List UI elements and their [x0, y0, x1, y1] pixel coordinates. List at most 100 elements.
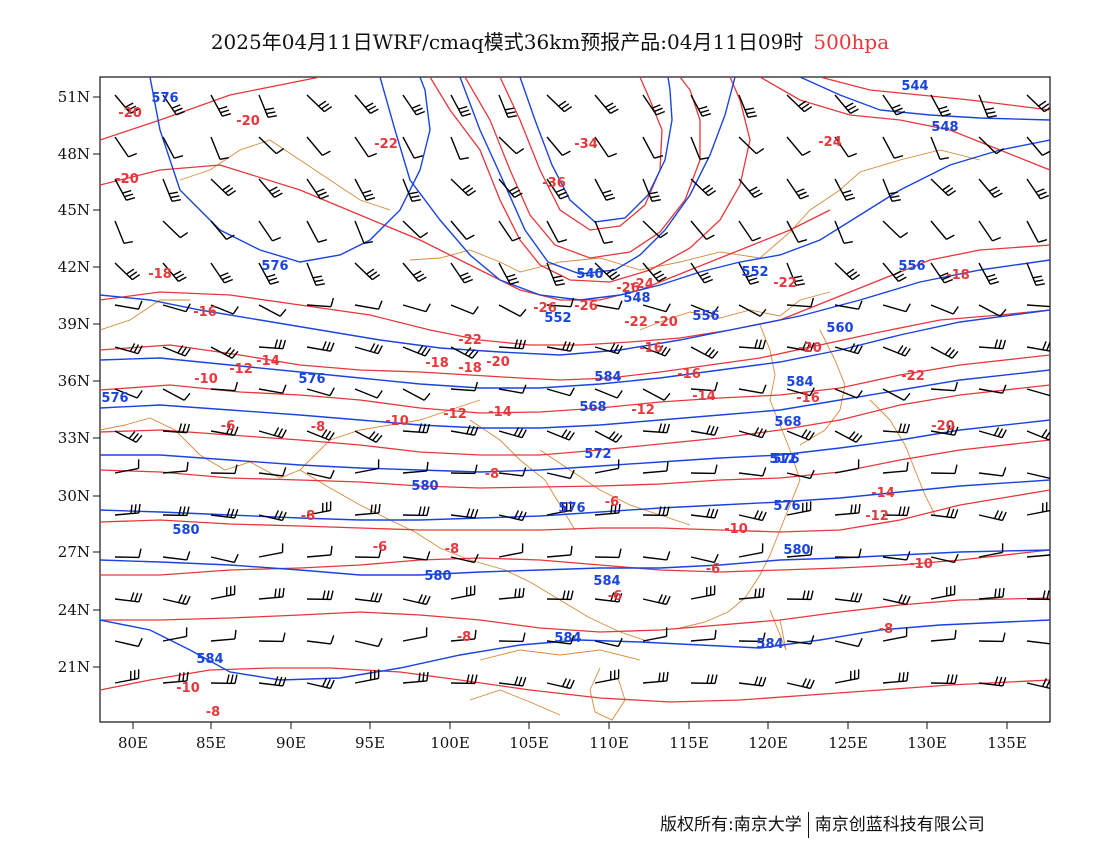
- wind-barb: [1026, 178, 1050, 200]
- wind-barb: [882, 461, 909, 474]
- temperature-label: -8: [457, 630, 471, 645]
- wind-barb: [210, 304, 239, 315]
- wind-barb: [498, 178, 523, 199]
- wind-barb: [354, 300, 383, 310]
- wind-barb: [114, 94, 139, 115]
- wind-barb: [1026, 472, 1050, 480]
- lon-tick-label: 85E: [196, 734, 226, 752]
- wind-barb: [834, 94, 859, 115]
- temperature-label: -36: [542, 176, 566, 191]
- lon-tick-label: 135E: [987, 734, 1027, 752]
- border-line: [409, 149, 981, 273]
- temperature-label: -10: [194, 372, 218, 387]
- height-label: 580: [172, 523, 199, 538]
- lon-tick-label: 105E: [509, 734, 549, 752]
- wind-barb: [882, 627, 908, 642]
- wind-barb: [162, 136, 184, 159]
- wind-barb: [690, 508, 719, 519]
- title-main: 2025年04月11日WRF/cmaq模式36km预报产品:04月11日09时: [210, 30, 804, 54]
- wind-barb: [402, 262, 427, 283]
- wind-barb: [450, 262, 474, 284]
- wind-barb: [642, 551, 671, 561]
- wind-barb: [738, 427, 767, 439]
- wind-barb: [786, 178, 810, 200]
- wind-barb: [258, 587, 285, 600]
- wind-barb: [402, 551, 431, 561]
- wind-barb: [930, 304, 959, 315]
- temperature-label: -12: [631, 403, 655, 418]
- wind-barb: [210, 346, 239, 359]
- isotherm: [100, 667, 1050, 703]
- wind-barb: [786, 262, 805, 286]
- wind-barb: [258, 94, 277, 118]
- temperature-label: -20: [118, 106, 142, 121]
- wind-barb: [642, 220, 669, 239]
- wind-barb: [978, 587, 1005, 600]
- lat-tick-label: 33N: [58, 429, 90, 447]
- footer-separator: [807, 812, 809, 838]
- wind-barb: [354, 178, 376, 201]
- wind-barb: [738, 262, 760, 285]
- wind-barb: [402, 94, 426, 116]
- height-label: 576: [772, 452, 799, 467]
- lon-tick-label: 115E: [669, 734, 709, 752]
- wind-barbs: [114, 94, 1050, 690]
- wind-barb: [594, 136, 618, 158]
- wind-barb: [834, 343, 863, 355]
- wind-barb: [210, 425, 239, 436]
- map-title: 2025年04月11日WRF/cmaq模式36km预报产品:04月11日09时 5…: [0, 26, 1100, 55]
- wind-barb: [546, 678, 575, 690]
- wind-barb: [978, 543, 1004, 558]
- wind-barb: [402, 423, 431, 434]
- wind-barb: [834, 503, 861, 516]
- temperature-label: -14: [692, 389, 716, 404]
- coastlines-and-borders: [100, 139, 981, 721]
- wind-barb: [834, 669, 860, 684]
- temperature-label: -18: [458, 361, 482, 376]
- wind-barb: [978, 510, 1007, 522]
- wind-barb: [690, 220, 715, 241]
- wind-barb: [210, 136, 229, 160]
- wind-barb: [690, 381, 719, 392]
- wind-barb: [834, 637, 863, 648]
- wind-barb: [498, 543, 524, 558]
- wind-barb: [1026, 429, 1050, 441]
- height-contour: [100, 309, 1050, 389]
- wind-barb: [114, 343, 143, 355]
- wind-barb: [162, 345, 191, 357]
- temperature-label: -10: [909, 557, 933, 572]
- temperature-label: -34: [574, 137, 598, 152]
- height-label: 580: [411, 479, 438, 494]
- wind-barb: [594, 220, 613, 244]
- temperature-label: -10: [176, 681, 200, 696]
- wind-barb: [930, 381, 959, 392]
- wind-barb: [1026, 304, 1050, 308]
- lon-tick-label: 130E: [907, 734, 947, 752]
- lon-tick-label: 125E: [828, 734, 868, 752]
- wind-barb: [162, 178, 181, 202]
- isotherm: [100, 439, 1050, 489]
- temperature-label: -6: [608, 589, 622, 604]
- wind-barb: [882, 262, 907, 283]
- wind-barb: [786, 387, 815, 397]
- temperature-label: -6: [373, 540, 387, 555]
- lat-tick-label: 39N: [58, 315, 90, 333]
- temperature-label: -18: [425, 356, 449, 371]
- wind-barb: [402, 136, 424, 159]
- wind-barb: [210, 629, 237, 642]
- wind-barb: [450, 508, 479, 519]
- wind-barb: [546, 429, 575, 441]
- wind-barb: [834, 262, 861, 281]
- temperature-label: -16: [677, 367, 701, 382]
- latitude-axis: 21N 24N 27N 30N 33N 36N 39N 42N 45N 48N 51N: [58, 88, 100, 676]
- height-label: 576: [151, 91, 178, 106]
- plot-frame: [99, 76, 1051, 723]
- wind-barb: [546, 635, 575, 645]
- wind-barb: [834, 388, 863, 399]
- wind-barb: [402, 178, 421, 202]
- wind-barb: [354, 430, 383, 443]
- wind-barb: [546, 590, 574, 601]
- wind-barb: [786, 297, 815, 308]
- wind-barb: [930, 674, 958, 685]
